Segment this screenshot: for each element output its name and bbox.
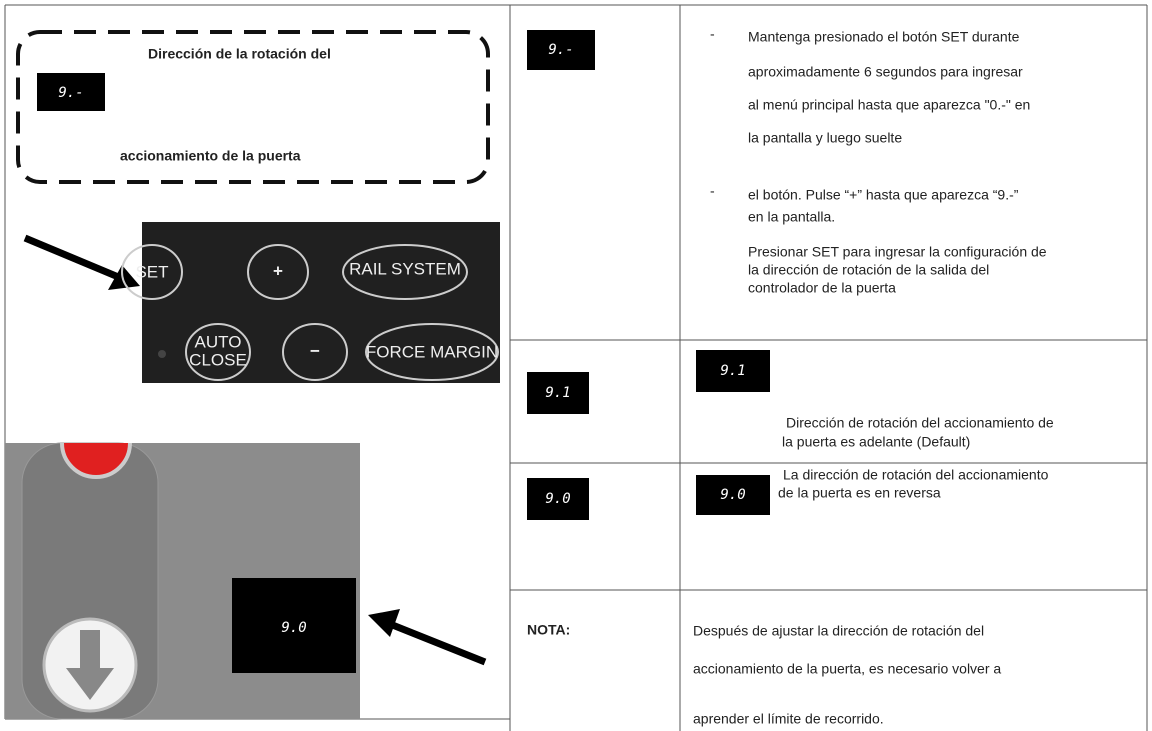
- button-label: RAIL SYSTEM: [349, 259, 461, 278]
- instruction: Presionar SET para ingresar la configura…: [748, 244, 1047, 260]
- description: Dirección de rotación del accionamiento …: [786, 415, 1054, 431]
- description: de la puerta es en reversa: [778, 485, 941, 501]
- display-text: 9.0: [720, 487, 745, 503]
- description: La dirección de rotación del accionamien…: [783, 467, 1049, 483]
- bullet: -: [710, 183, 715, 199]
- display-text: 9.1: [545, 385, 570, 401]
- instruction: controlador de la puerta: [748, 280, 896, 296]
- bullet: -: [710, 26, 715, 42]
- arrow: [23, 234, 130, 285]
- note: aprender el límite de recorrido.: [693, 711, 884, 727]
- instruction: Mantenga presionado el botón SET durante: [748, 29, 1020, 45]
- arrow: [383, 618, 487, 666]
- buttons: [121, 244, 499, 381]
- arrow-head: [108, 265, 140, 290]
- display-text: 9.1: [720, 363, 745, 379]
- arrow-head: [368, 609, 400, 637]
- dashed-box: [16, 30, 490, 184]
- display: [696, 475, 770, 515]
- note: accionamiento de la puerta, es necesario…: [693, 661, 1001, 677]
- red-button: [60, 442, 132, 479]
- display: [527, 372, 589, 414]
- button-label: CLOSE: [189, 350, 247, 369]
- button-label: −: [310, 341, 320, 360]
- instruction: aproximadamente 6 segundos para ingresar: [748, 64, 1023, 80]
- display: [527, 30, 595, 70]
- heading: accionamiento de la puerta: [120, 148, 301, 164]
- note: Después de ajustar la dirección de rotac…: [693, 623, 984, 639]
- button-label: SET: [135, 262, 168, 281]
- display-text: 9.0: [545, 491, 570, 507]
- display-text: 9.-: [548, 42, 573, 58]
- button-label: AUTO: [195, 332, 242, 351]
- led: [158, 350, 166, 358]
- display: [527, 478, 589, 520]
- heading: Dirección de la rotación del: [148, 46, 331, 62]
- instruction: en la pantalla.: [748, 209, 835, 225]
- button-label: +: [273, 261, 283, 280]
- note-label: NOTA:: [527, 622, 570, 638]
- down-arrow: [66, 630, 114, 700]
- display: [37, 73, 105, 111]
- display-text: 9.0: [281, 620, 306, 636]
- description: la puerta es adelante (Default): [782, 434, 970, 450]
- instruction: la pantalla y luego suelte: [748, 130, 902, 146]
- instruction: al menú principal hasta que aparezca "0.…: [748, 97, 1030, 113]
- instruction: el botón. Pulse “+” hasta que aparezca “…: [748, 187, 1019, 203]
- display: [232, 578, 356, 673]
- button-label: FORCE MARGIN: [366, 342, 498, 361]
- display-text: 9.-: [58, 85, 83, 101]
- display: [696, 350, 770, 392]
- instruction: la dirección de rotación de la salida de…: [748, 262, 989, 278]
